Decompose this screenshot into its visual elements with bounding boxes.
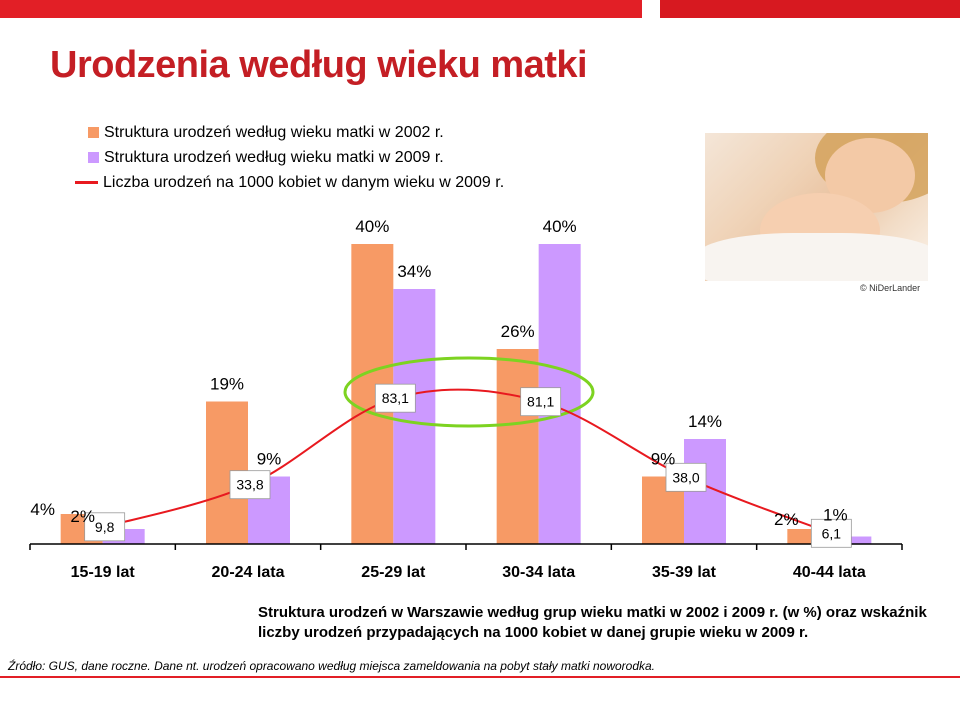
bar-chart: 15-19 lat 20-24 lata 25-29 lat 30-34 lata 35… bbox=[29, 217, 903, 581]
label-2002-2: 40% bbox=[355, 217, 389, 236]
x-tick-label-5: 40-44 lata bbox=[793, 564, 866, 581]
page-title: Urodzenia według wieku matki bbox=[50, 44, 588, 86]
legend-swatch-2002 bbox=[88, 127, 99, 138]
rate-label-0: 9,8 bbox=[95, 519, 115, 535]
label-2002-4: 9% bbox=[651, 450, 676, 469]
x-tick-label-2: 25-29 lat bbox=[361, 564, 426, 581]
top-accent-bar-left bbox=[0, 0, 642, 18]
legend-label-2002: Struktura urodzeń według wieku matki w 2… bbox=[104, 123, 444, 141]
rate-label-5: 6,1 bbox=[822, 525, 842, 541]
label-2009-3: 40% bbox=[543, 217, 577, 236]
highlight-ellipse bbox=[343, 356, 595, 428]
label-2002-0: 4% bbox=[30, 500, 55, 519]
rate-label-box-1 bbox=[229, 470, 271, 500]
legend-label-2009: Struktura urodzeń według wieku matki w 2… bbox=[104, 148, 444, 166]
label-2002-5: 2% bbox=[774, 510, 799, 529]
label-2002-1: 19% bbox=[210, 375, 244, 394]
rate-label-box-4 bbox=[665, 462, 707, 492]
rate-label-box-0 bbox=[84, 512, 126, 542]
legend-swatch-2009 bbox=[88, 152, 99, 163]
rate-label-4: 38,0 bbox=[672, 469, 699, 485]
label-2009-0: 2% bbox=[70, 507, 95, 526]
rate-label-2: 83,1 bbox=[382, 390, 409, 406]
rate-label-box-2 bbox=[374, 383, 416, 413]
label-2009-2: 34% bbox=[397, 262, 431, 281]
label-2009-4: 14% bbox=[688, 412, 722, 431]
source-note: Źródło: GUS, dane roczne. Dane nt. urodz… bbox=[8, 659, 656, 673]
legend-item-2009: Struktura urodzeń według wieku matki w 2… bbox=[88, 145, 504, 170]
x-tick-label-3: 30-34 lata bbox=[502, 564, 575, 581]
rate-label-box-3 bbox=[520, 387, 562, 417]
rate-label-box-5 bbox=[810, 518, 852, 548]
x-tick-label-0: 15-19 lat bbox=[71, 564, 136, 581]
label-2002-3: 26% bbox=[501, 322, 535, 341]
x-tick-label-4: 35-39 lat bbox=[652, 564, 717, 581]
photo-credit: © NiDerLander bbox=[860, 283, 921, 293]
legend-swatch-rate bbox=[75, 181, 98, 184]
legend-item-2002: Struktura urodzeń według wieku matki w 2… bbox=[88, 120, 504, 145]
source-divider bbox=[0, 676, 960, 678]
legend-item-rate: Liczba urodzeń na 1000 kobiet w danym wi… bbox=[75, 170, 505, 195]
rate-label-3: 81,1 bbox=[527, 394, 554, 410]
chart-legend: Struktura urodzeń według wieku matki w 2… bbox=[75, 120, 505, 195]
top-accent-bar-right bbox=[660, 0, 960, 18]
label-2009-1: 9% bbox=[257, 450, 282, 469]
bar-2002-3 bbox=[496, 349, 539, 544]
bar-2009-2 bbox=[393, 289, 436, 544]
x-tick-label-1: 20-24 lata bbox=[212, 564, 285, 581]
label-2009-5: 1% bbox=[823, 506, 848, 525]
legend-label-rate: Liczba urodzeń na 1000 kobiet w danym wi… bbox=[103, 173, 505, 191]
mother-and-baby-photo bbox=[705, 133, 928, 281]
chart-caption: Struktura urodzeń w Warszawie według gru… bbox=[258, 604, 927, 641]
rate-label-1: 33,8 bbox=[236, 477, 263, 493]
